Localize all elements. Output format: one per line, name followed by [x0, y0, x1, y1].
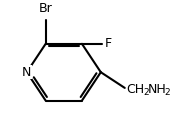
Text: Br: Br [39, 2, 53, 15]
Text: CH: CH [126, 83, 144, 96]
Text: 2: 2 [143, 88, 149, 97]
Text: 2: 2 [165, 88, 170, 97]
Text: F: F [104, 37, 112, 50]
Text: N: N [22, 66, 31, 79]
Text: NH: NH [148, 83, 166, 96]
